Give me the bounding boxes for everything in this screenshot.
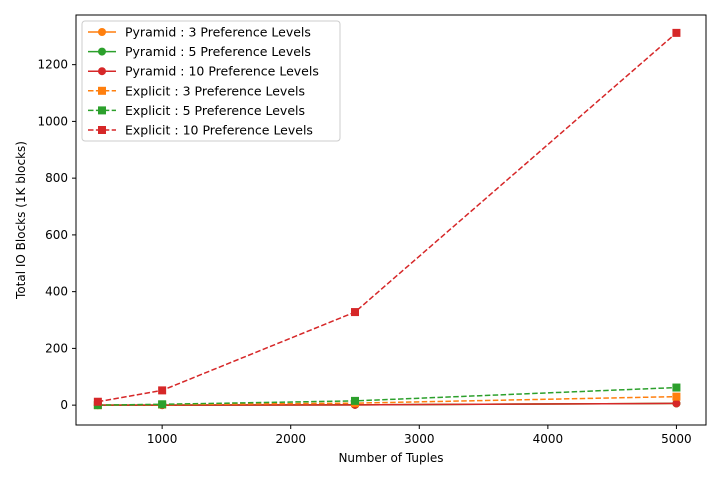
legend: Pyramid : 3 Preference Levels Pyramid : 5… <box>81 20 341 142</box>
legend-marker-2 <box>98 67 106 76</box>
series-line-5 <box>97 32 677 403</box>
legend-label-5: Explicit : 10 Preference Levels <box>125 123 313 138</box>
series-3-point-3 <box>672 392 681 401</box>
legend-marker-3 <box>98 86 106 95</box>
y-axis-label: Total IO Blocks (1K blocks) <box>14 141 28 300</box>
series-4-point-1 <box>158 400 167 409</box>
legend-marker-4 <box>98 106 106 115</box>
y-tick-label-6: 1200 <box>37 58 68 72</box>
legend-label-0: Pyramid : 3 Preference Levels <box>125 25 311 40</box>
series-layer <box>93 28 681 410</box>
y-tick-label-0: 0 <box>60 398 68 412</box>
series-5-point-3 <box>672 28 681 37</box>
y-tick-label-2: 400 <box>45 285 68 299</box>
legend-marker-5 <box>98 126 106 134</box>
x-tick-label-0: 1000 <box>147 432 178 446</box>
x-axis-label: Number of Tuples <box>338 451 443 465</box>
legend-label-1: Pyramid : 5 Preference Levels <box>125 44 311 59</box>
x-tick-label-4: 5000 <box>661 432 692 446</box>
x-axis-ticks: 1000 2000 3000 4000 5000 <box>147 425 692 446</box>
legend-marker-0 <box>98 28 106 36</box>
series-line-4 <box>97 386 677 406</box>
series-5-point-1 <box>158 386 167 395</box>
legend-label-2: Pyramid : 10 Preference Levels <box>125 64 319 79</box>
x-tick-label-2: 3000 <box>404 432 435 446</box>
x-tick-label-1: 2000 <box>275 432 306 446</box>
y-tick-label-1: 200 <box>45 341 68 355</box>
legend-marker-1 <box>98 47 106 56</box>
series-4-point-2 <box>351 396 359 405</box>
y-tick-label-4: 800 <box>45 171 68 185</box>
y-tick-label-3: 600 <box>45 228 68 242</box>
plot-frame <box>75 14 707 426</box>
y-axis-ticks: 0 200 400 600 800 1000 1200 <box>37 58 76 412</box>
series-5-point-0 <box>93 397 102 406</box>
y-tick-label-5: 1000 <box>37 114 68 128</box>
legend-box <box>81 20 341 142</box>
x-tick-label-3: 4000 <box>533 432 564 446</box>
legend-label-3: Explicit : 3 Preference Levels <box>125 83 305 98</box>
series-4-point-3 <box>672 383 681 392</box>
series-2-point-3 <box>672 399 681 408</box>
legend-label-4: Explicit : 5 Preference Levels <box>125 103 305 118</box>
series-5-point-2 <box>351 308 359 317</box>
